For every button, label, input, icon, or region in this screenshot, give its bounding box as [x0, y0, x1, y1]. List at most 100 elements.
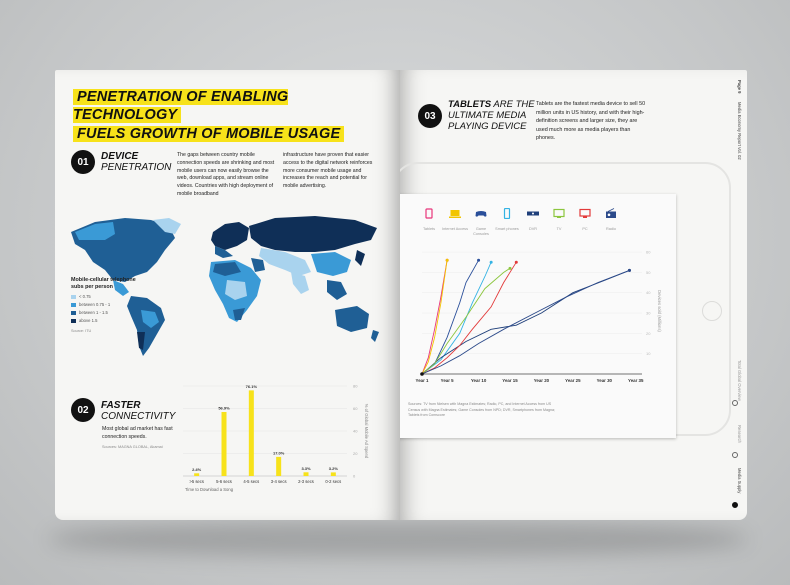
world-map: [71, 216, 379, 356]
laptop-icon: [449, 210, 461, 218]
line-series: [421, 260, 448, 375]
tablet-home-button: [702, 301, 722, 321]
section-2-source: Sources: MAGNA GLOBAL, Akamai: [102, 445, 163, 449]
section-3-title-rest-1: ARE THE: [493, 99, 535, 110]
section-3-badge: 03: [418, 104, 442, 128]
line-chart-source: Sources: TV from Nielsen with Magna Esti…: [408, 402, 555, 418]
line-series-end-marker: [508, 266, 512, 270]
side-report-title: Media Economy Report Vol. 02: [737, 102, 742, 160]
line-series: [421, 260, 448, 375]
map-legend-swatch: [71, 302, 76, 307]
device-icon-item: Radio: [598, 206, 624, 232]
line-y-tick-label: 30: [646, 311, 651, 316]
side-research-dot: [732, 452, 738, 458]
connection-speed-bar-chart: 0 20 40 60 80 2.4% >5 secs 56.9% 5-6 secs 76.1% 4-…: [183, 384, 369, 492]
map-south-america: [127, 296, 165, 356]
bar-category-label: 3-4 secs: [271, 479, 287, 484]
headline: PENETRATION OF ENABLING TECHNOLOGY FUELS…: [73, 88, 400, 143]
map-legend: Mobile-cellular telephone subs per perso…: [71, 277, 143, 333]
map-legend-label: between 0.75 - 1: [79, 302, 111, 307]
device-icon-item: DVR: [520, 206, 546, 232]
line-x-tick-label: Year 1: [416, 378, 429, 383]
line-x-tick-label: Year 10: [471, 378, 487, 383]
map-africa: [209, 260, 261, 322]
device-icon-label: TV: [556, 227, 562, 231]
line-series: [421, 259, 479, 375]
line-y-tick-label: 20: [646, 331, 651, 336]
device-icon-item: TV: [546, 206, 572, 232]
bar-category-label: 5-6 secs: [216, 479, 232, 484]
section-1-title: DEVICE PENETRATION: [101, 151, 171, 173]
side-page-number: Page 9: [737, 80, 742, 94]
line-series: [421, 269, 630, 375]
headline-line-2: FUELS GROWTH OF MOBILE USAGE: [73, 126, 345, 142]
bar-data-label: 3.2%: [329, 466, 339, 471]
line-series-end-marker: [489, 260, 493, 264]
map-legend-title: Mobile-cellular telephone subs per perso…: [71, 277, 136, 290]
bar-x-axis-label: Time to Download a Song: [185, 487, 234, 492]
bar: [221, 411, 227, 476]
device-icon-label: Radio: [606, 227, 616, 231]
device-icon-label: Tablets: [422, 227, 436, 231]
device-icon-row: Tablets Internet Access Game Consoles Smart…: [416, 206, 646, 236]
line-series: [421, 267, 511, 375]
tv-icon: [553, 208, 565, 218]
section-1-title-bold: DEVICE: [101, 151, 139, 162]
map-asia: [249, 216, 377, 300]
map-europe: [211, 222, 249, 258]
pc-icon: [579, 208, 591, 218]
section-2-title-rest: CONNECTIVITY: [101, 411, 176, 422]
bar-y-tick-label: 80: [353, 384, 358, 389]
section-1-title-rest: PENETRATION: [101, 162, 172, 173]
bar: [303, 472, 309, 476]
section-3-title-bold: TABLETS: [448, 99, 492, 110]
line-series: [421, 262, 492, 375]
line-origin-marker: [420, 372, 424, 376]
line-series-end-marker: [477, 258, 481, 262]
map-source: Source: ITU: [71, 329, 92, 333]
device-icon-label: Smart phones: [495, 227, 519, 231]
bar-y-tick-label: 0: [353, 474, 356, 479]
map-legend-item: between 0.75 - 1: [71, 302, 143, 307]
section-3-title-rest-3: PLAYING DEVICE: [448, 121, 527, 132]
bar: [330, 472, 336, 476]
section-1-text-col-1: The gaps between country mobile connecti…: [177, 152, 275, 197]
device-icon-item: PC: [572, 206, 598, 232]
line-x-tick-label: Year 15: [502, 378, 518, 383]
dvr-icon: [527, 211, 539, 216]
side-media-supply-dot: [732, 502, 738, 508]
bar-data-label: 17.0%: [273, 450, 285, 455]
map-legend-item: above 1.5: [71, 318, 143, 323]
left-page: PENETRATION OF ENABLING TECHNOLOGY FUELS…: [55, 70, 400, 520]
side-research-label: Research: [737, 425, 742, 443]
bar-y-axis-label: % of Global Mobile Ad Spend: [364, 404, 369, 459]
right-page: 03 TABLETS ARE THE ULTIMATE MEDIA PLAYIN…: [400, 70, 747, 520]
headline-line-1: PENETRATION OF ENABLING TECHNOLOGY: [73, 89, 289, 123]
map-legend-label: < 0.75: [79, 294, 91, 299]
line-y-axis-label: Devices sold (Millions): [657, 290, 662, 332]
side-media-supply-label: Media Supply: [737, 468, 742, 494]
map-legend-label: above 1.5: [79, 318, 98, 323]
line-series-end-marker: [627, 268, 631, 272]
gamepad-icon: [475, 211, 487, 217]
device-sales-line-chart: 10 20 30 40 50 60 Year 1 Year 5 Year 10 Year 15 Ye…: [416, 250, 662, 383]
line-y-tick-label: 10: [646, 351, 651, 356]
device-icon-item: Tablets: [416, 206, 442, 232]
line-y-tick-label: 40: [646, 290, 651, 295]
section-3-title-rest-2: ULTIMATE MEDIA: [448, 110, 527, 121]
bar: [248, 390, 254, 476]
line-series: [421, 261, 517, 375]
section-2-badge: 02: [71, 398, 95, 422]
tablet-icon: [425, 208, 433, 219]
bar-category-label: 0-2 secs: [325, 479, 341, 484]
bar-category-label: >5 secs: [189, 479, 204, 484]
bar-y-tick-label: 40: [353, 429, 358, 434]
smartphone-icon: [503, 207, 511, 220]
line-series-end-marker: [445, 258, 449, 262]
device-icon-label: PC: [582, 227, 588, 231]
section-2-title: FASTER CONNECTIVITY: [101, 400, 175, 422]
device-icon-label: Game Consoles: [473, 227, 489, 236]
line-x-tick-label: Year 20: [534, 378, 550, 383]
bar-y-tick-label: 20: [353, 451, 358, 456]
bar-data-label: 3.3%: [301, 466, 311, 471]
